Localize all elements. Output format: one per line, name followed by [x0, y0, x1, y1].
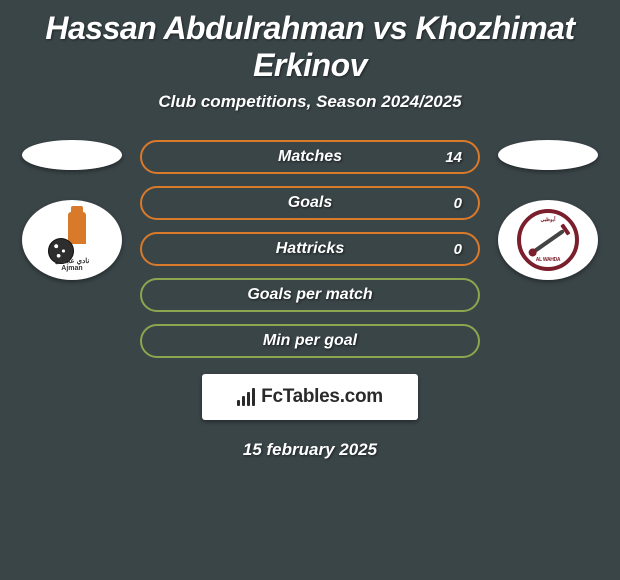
stat-row: Min per goal: [140, 324, 480, 358]
stat-right-value: 14: [445, 149, 462, 166]
page-title: Hassan Abdulrahman vs Khozhimat Erkinov: [0, 0, 620, 92]
date-label: 15 february 2025: [0, 440, 620, 460]
club-left-badge: نادي عجمانAjman: [22, 200, 122, 280]
club-right-arabic: أبوظبي: [540, 217, 555, 223]
sword-icon: [533, 229, 565, 253]
comparison-row: نادي عجمانAjman Matches14Goals0Hattricks…: [0, 140, 620, 358]
stat-right-value: 0: [454, 241, 462, 258]
player-left-avatar: [22, 140, 122, 170]
stat-row: Goals 0: [140, 186, 480, 220]
tower-icon: [68, 212, 86, 244]
stats-list: Matches 14 Goals 0 Hattricks 0 Goals per match…: [140, 140, 480, 358]
stat-right-value: 0: [454, 195, 462, 212]
alwahda-logo: أبوظبي AL WAHDA: [517, 209, 579, 271]
stat-row: Matches 14: [140, 140, 480, 174]
club-right-text: AL WAHDA: [536, 257, 560, 263]
player-right-column: أبوظبي AL WAHDA: [498, 140, 598, 280]
comparison-card: Hassan Abdulrahman vs Khozhimat Erkinov …: [0, 0, 620, 460]
stat-label: Goals: [288, 194, 332, 212]
stat-row: Hattricks 0: [140, 232, 480, 266]
brand-badge: FcTables.com: [202, 374, 418, 420]
stat-label: Goals per match: [247, 286, 372, 304]
player-left-column: نادي عجمانAjman: [22, 140, 122, 280]
club-right-badge: أبوظبي AL WAHDA: [498, 200, 598, 280]
stat-label: Hattricks: [276, 240, 344, 258]
club-left-name: نادي عجمانAjman: [42, 257, 102, 272]
stat-label: Matches: [278, 148, 342, 166]
bar-chart-icon: [237, 388, 255, 406]
ajman-logo: نادي عجمانAjman: [42, 210, 102, 270]
brand-text: FcTables.com: [261, 386, 383, 408]
stat-label: Min per goal: [263, 332, 357, 350]
player-right-avatar: [498, 140, 598, 170]
stat-row: Goals per match: [140, 278, 480, 312]
subtitle: Club competitions, Season 2024/2025: [0, 92, 620, 112]
